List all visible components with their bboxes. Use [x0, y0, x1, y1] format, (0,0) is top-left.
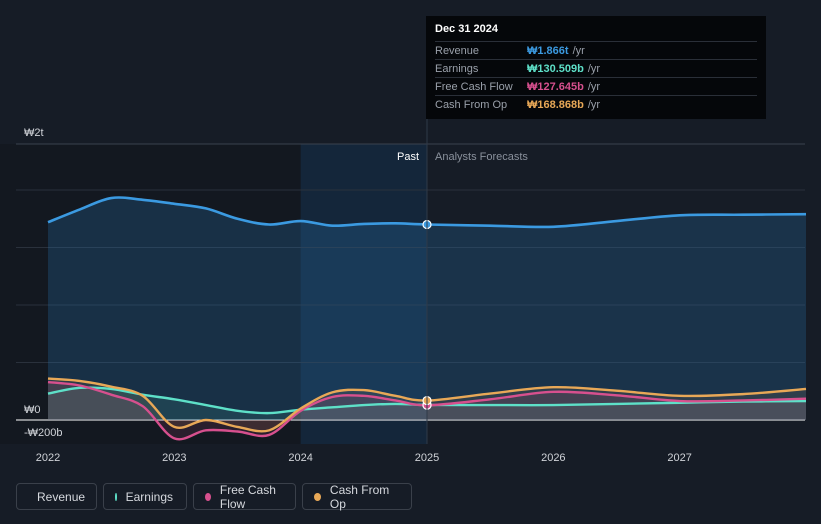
legend-label: Free Cash Flow — [219, 482, 276, 511]
grid-lines — [16, 143, 805, 421]
tooltip-value: ₩168.868b — [527, 98, 584, 111]
past-highlight — [300, 144, 427, 444]
free-cash-flow-line — [47, 380, 807, 441]
revenue-line — [47, 196, 807, 229]
y-axis-label-zero: ₩0 — [24, 404, 41, 416]
forecast-label: Analysts Forecasts — [435, 151, 528, 163]
legend-label: Cash From Op — [329, 482, 390, 511]
tooltip-label: Free Cash Flow — [435, 80, 513, 93]
legend-item-cash-from-op[interactable]: Cash From Op — [302, 482, 412, 511]
legend-item-free-cash-flow[interactable]: Free Cash Flow — [193, 482, 296, 511]
cash-from-op-dot-icon — [314, 492, 321, 501]
tooltip-row: Free Cash Flow ₩127.645b /yr — [435, 77, 757, 95]
legend-label: Earnings — [125, 489, 173, 504]
tooltip-date: Dec 31 2024 — [435, 23, 498, 35]
x-tick-label: 2025 — [415, 452, 439, 464]
legend-item-earnings[interactable]: Earnings — [103, 483, 187, 510]
legend-label: Revenue — [37, 489, 86, 504]
legend: Revenue Earnings Free Cash Flow Cash Fro… — [16, 482, 412, 511]
tooltip: Dec 31 2024 Revenue ₩1.866t /yr Earnings… — [426, 16, 766, 119]
x-tick-label: 2023 — [162, 452, 186, 464]
tooltip-unit: /yr — [572, 44, 585, 57]
earnings-dot-icon — [115, 492, 117, 501]
tooltip-row: Earnings ₩130.509b /yr — [435, 59, 757, 77]
x-tick-label: 2024 — [288, 452, 312, 464]
y-axis-label-bottom: -₩200b — [24, 427, 63, 439]
x-tick-label: 2026 — [541, 452, 565, 464]
tooltip-label: Cash From Op — [435, 98, 508, 111]
series-lines — [47, 196, 807, 441]
x-axis-ticks: 2022 2023 2024 2025 2026 2027 — [36, 452, 692, 464]
tooltip-value: ₩130.509b — [527, 62, 584, 75]
cash-from-op-line — [47, 377, 807, 433]
x-tick-label: 2027 — [667, 452, 691, 464]
legend-item-revenue[interactable]: Revenue — [16, 483, 97, 510]
past-label: Past — [397, 151, 419, 163]
tooltip-value: ₩127.645b — [527, 80, 584, 93]
tooltip-label: Earnings — [435, 62, 479, 75]
tooltip-unit: /yr — [587, 62, 601, 75]
tooltip-label: Revenue — [435, 44, 480, 57]
tooltip-value: ₩1.866t — [527, 44, 569, 57]
tooltip-unit: /yr — [587, 80, 601, 93]
x-tick-label: 2022 — [36, 452, 60, 464]
tooltip-unit: /yr — [587, 98, 601, 111]
tooltip-row: Cash From Op ₩168.868b /yr — [435, 95, 757, 113]
free-cash-flow-dot-icon — [205, 492, 211, 501]
tooltip-row: Revenue ₩1.866t /yr — [435, 41, 757, 59]
y-axis-label-top: ₩2t — [24, 127, 44, 139]
